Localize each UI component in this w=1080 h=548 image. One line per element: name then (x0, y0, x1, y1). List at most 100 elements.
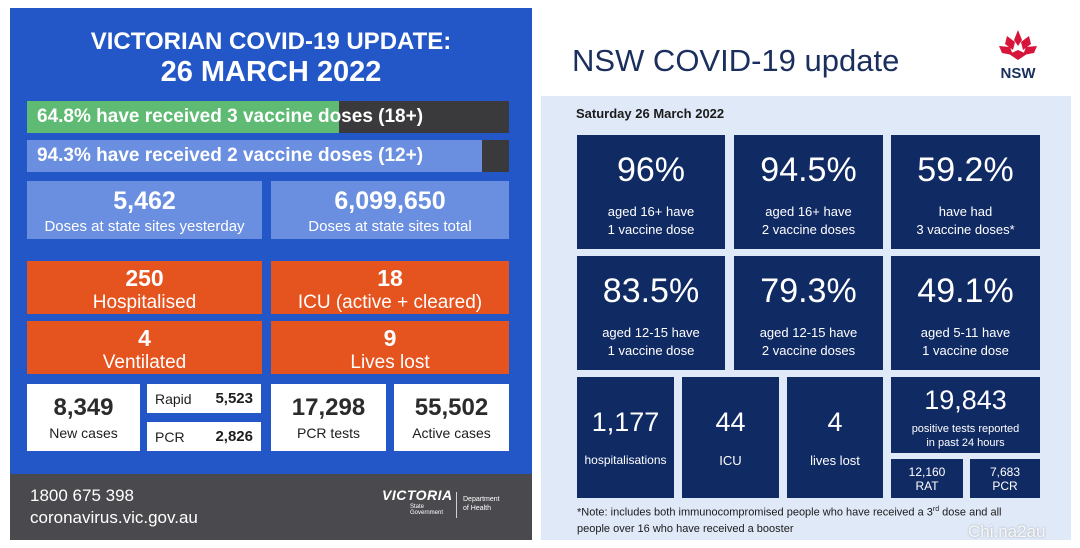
watermark: Chi.na2au (968, 522, 1046, 541)
nsw-footnote: *Note: includes both immunocompromised p… (577, 505, 1057, 538)
vic-vaccine-bar-fill (27, 101, 340, 133)
vic-ventilated-tile: 4 Ventilated (27, 321, 262, 374)
nsw-hospitalisations-label: hospitalisations (584, 453, 667, 467)
dept-line2: of Health (463, 504, 492, 512)
vic-hospitalised-tile: 250 Hospitalised (27, 261, 262, 314)
nsw-title: NSW COVID-19 update (572, 43, 900, 78)
nsw-rat-value: 12,160 (908, 465, 946, 479)
vic-active-cases-label: Active cases (412, 425, 491, 441)
vic-doses-yesterday-label: Doses at state sites yesterday (44, 218, 245, 235)
nsw-vax-5-11-1dose-tile: 49.1% aged 5-11 have 1 vaccine dose (891, 256, 1040, 370)
vic-footer (10, 474, 532, 540)
nsw-vax-12-15-1dose-tile: 83.5% aged 12-15 have 1 vaccine dose (577, 256, 725, 370)
vic-lives-lost-tile: 9 Lives lost (271, 321, 509, 374)
nsw-icu-label: ICU (719, 453, 742, 468)
nsw-icu-value: 44 (715, 407, 746, 437)
nsw-rat-tile: 12,160 RAT (891, 459, 963, 498)
vic-pcr-value: 2,826 (215, 428, 253, 445)
nsw-vax-line2: 1 vaccine dose (922, 342, 1009, 358)
vic-icu-tile: 18 ICU (active + cleared) (271, 261, 509, 314)
nsw-vax-line1: aged 16+ have (607, 204, 695, 219)
nsw-note-part1: *Note: includes both immunocompromised p… (577, 506, 933, 519)
vic-title-line1: VICTORIAN COVID-19 UPDATE: (90, 28, 452, 55)
nsw-vax-value: 96% (616, 151, 686, 189)
vic-pcr-tests-label: PCR tests (296, 425, 360, 441)
vic-rapid-label: Rapid (155, 390, 192, 407)
nsw-vax-line1: aged 12-15 have (602, 325, 700, 340)
vic-pcr-tests-value: 17,298 (291, 394, 366, 421)
vic-vaccine-bar-label: 94.3% have received 2 vaccine doses (12+… (37, 145, 424, 166)
vic-active-cases-value: 55,502 (414, 394, 489, 421)
vic-doses-total-label: Doses at state sites total (308, 218, 472, 235)
nsw-lives-lost-value: 4 (827, 407, 843, 437)
nsw-icu-tile: 44 ICU (682, 377, 779, 498)
vic-new-cases-label: New cases (49, 425, 118, 441)
nsw-hospitalisations-value: 1,177 (591, 407, 660, 437)
vic-active-cases-tile: 55,502 Active cases (394, 384, 509, 451)
nsw-vax-16-2dose-tile: 94.5% aged 16+ have 2 vaccine doses (734, 135, 883, 249)
nsw-hospitalisations-tile: 1,177 hospitalisations (577, 377, 674, 498)
vic-pcr-tests-tile: 17,298 PCR tests (271, 384, 386, 451)
nsw-positive-tests-line2: in past 24 hours (926, 437, 1005, 450)
vic-lives-lost-value: 9 (383, 325, 397, 351)
vic-website: coronavirus.vic.gov.au (30, 508, 198, 527)
nsw-vax-16-1dose-tile: 96% aged 16+ have 1 vaccine dose (577, 135, 725, 249)
nsw-vax-line1: have had (938, 204, 993, 219)
nsw-vax-value: 83.5% (602, 272, 700, 310)
nsw-logo: NSW (993, 28, 1043, 82)
nsw-vax-line2: 1 vaccine dose (607, 342, 695, 358)
nsw-positive-tests-value: 19,843 (924, 385, 1007, 415)
vic-rapid-value: 5,523 (215, 390, 253, 407)
nsw-vax-value: 94.5% (760, 151, 857, 189)
vic-title-date: 26 MARCH 2022 (160, 56, 382, 88)
nsw-vax-value: 79.3% (760, 272, 857, 310)
vic-lives-lost-label: Lives lost (350, 352, 430, 373)
vic-vaccine-bar-fill (27, 140, 482, 172)
vic-pcr-tile: PCR 2,826 (147, 422, 261, 451)
nsw-positive-tests-line1: positive tests reported (911, 423, 1020, 435)
nsw-vax-line1: aged 5-11 have (920, 325, 1011, 340)
nsw-pcr-value: 7,683 (989, 465, 1021, 479)
vic-new-cases-value: 8,349 (53, 394, 114, 421)
waratah-icon (999, 30, 1037, 60)
nsw-header (541, 8, 1071, 96)
nsw-lives-lost-tile: 4 lives lost (787, 377, 883, 498)
vic-vaccine-bar-2doses: 94.3% have received 2 vaccine doses (12+… (27, 140, 509, 172)
victoria-logo-text: VICTORIA (382, 487, 453, 503)
nsw-vax-line1: aged 16+ have (765, 204, 852, 219)
nsw-lives-lost-label: lives lost (810, 453, 860, 468)
nsw-note-part2: dose and all (939, 506, 1002, 519)
vic-rapid-tile: Rapid 5,523 (147, 384, 261, 413)
vic-icu-value: 18 (377, 265, 403, 291)
vic-doses-total-tile: 6,099,650 Doses at state sites total (271, 181, 509, 239)
dept-health-text: Department of Health (463, 496, 500, 514)
nsw-logo-text: NSW (1000, 65, 1036, 82)
nsw-date: Saturday 26 March 2022 (576, 106, 725, 121)
vic-hospitalised-value: 250 (125, 265, 164, 291)
nsw-positive-tests-tile: 19,843 positive tests reported in past 2… (891, 377, 1040, 453)
vic-ventilated-label: Ventilated (102, 352, 187, 373)
vic-ventilated-value: 4 (138, 325, 151, 351)
nsw-rat-label: RAT (915, 479, 939, 493)
nsw-vax-12-15-2dose-tile: 79.3% aged 12-15 have 2 vaccine doses (734, 256, 883, 370)
nsw-vax-line1: aged 12-15 have (759, 325, 858, 340)
nsw-pcr-tile: 7,683 PCR (970, 459, 1040, 498)
vic-doses-yesterday-tile: 5,462 Doses at state sites yesterday (27, 181, 262, 239)
vic-hospitalised-label: Hospitalised (92, 292, 197, 313)
nsw-vax-line2: 2 vaccine doses (761, 342, 856, 358)
nsw-vax-line2: 2 vaccine doses (761, 221, 856, 237)
nsw-vax-3dose-tile: 59.2% have had 3 vaccine doses* (891, 135, 1040, 249)
dept-line1: Department (463, 496, 500, 503)
nsw-pcr-label: PCR (992, 479, 1018, 493)
vic-doses-total-value: 6,099,650 (334, 187, 446, 215)
nsw-vax-line2: 1 vaccine dose (607, 221, 695, 237)
nsw-note-sup: rd (932, 506, 940, 513)
footer-divider (456, 492, 457, 518)
nsw-vax-line2: 3 vaccine doses* (916, 221, 1015, 237)
vic-vaccine-bar-3doses: 64.8% have received 3 vaccine doses (18+… (27, 101, 509, 133)
nsw-vax-value: 49.1% (917, 272, 1014, 310)
vic-new-cases-tile: 8,349 New cases (27, 384, 140, 451)
nsw-note-line2: people over 16 who have received a boost… (577, 522, 794, 535)
vic-doses-yesterday-value: 5,462 (113, 187, 176, 215)
vic-vaccine-bar-label: 64.8% have received 3 vaccine doses (18+… (37, 106, 424, 127)
